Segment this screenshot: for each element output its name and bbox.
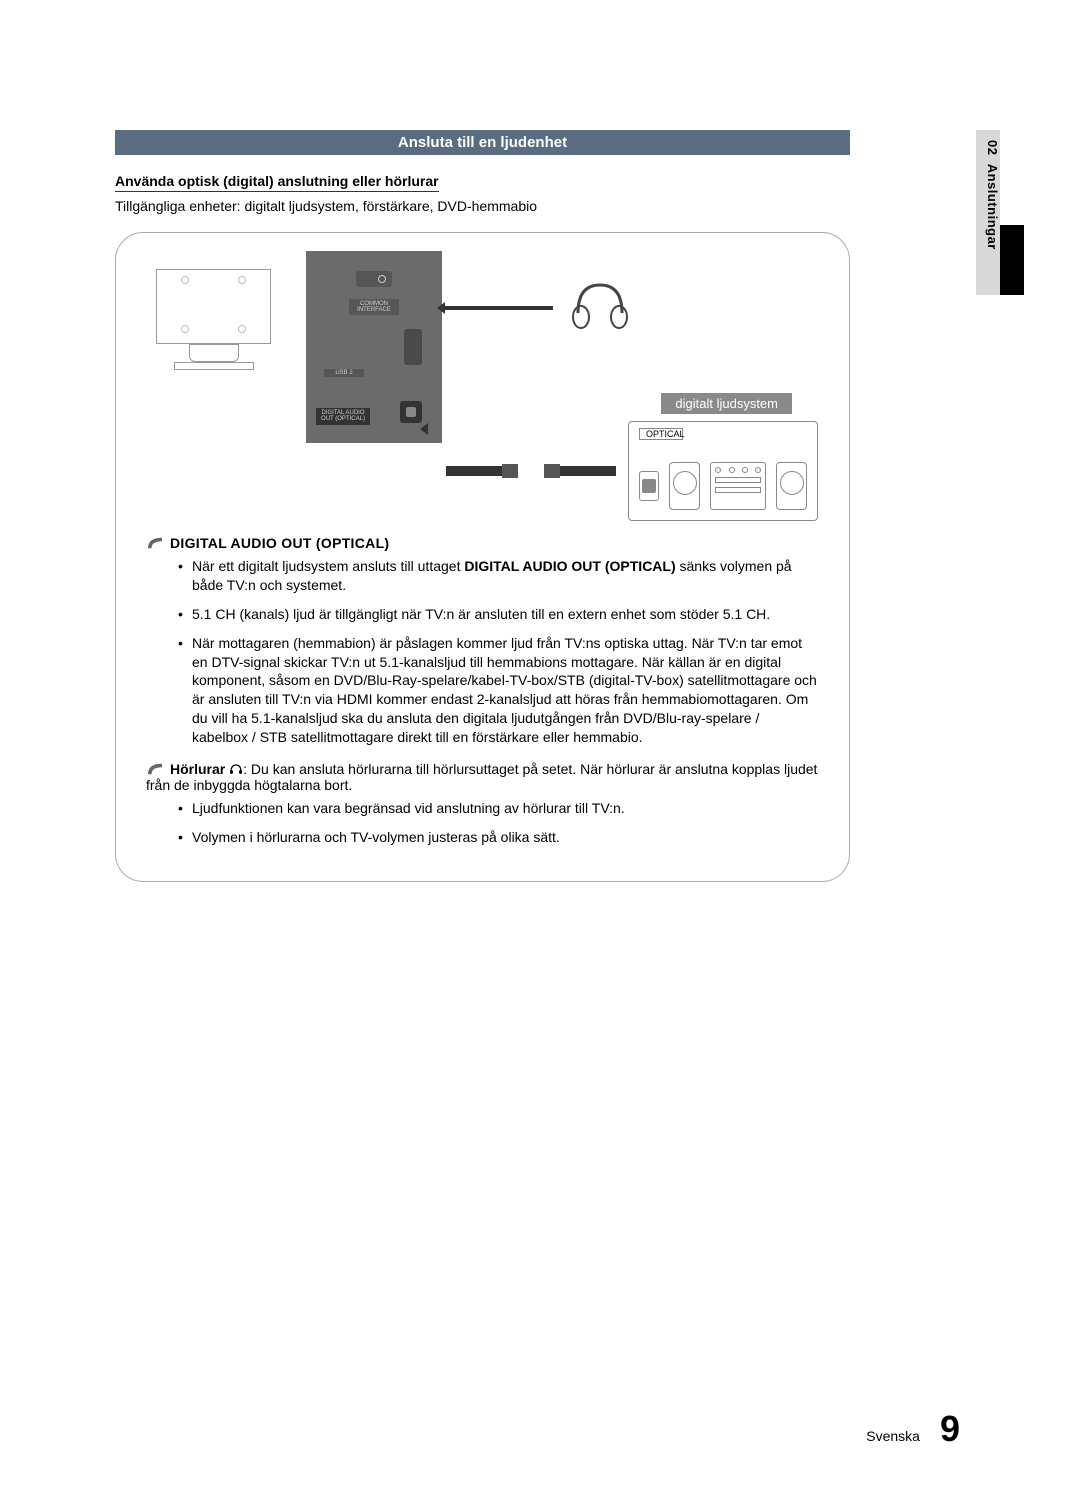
dao-bullet-3: När mottagaren (hemmabion) är påslagen k… [178,634,819,747]
note-hp-desc: : Du kan ansluta hörlurarna till hörlurs… [146,761,817,793]
side-tab-marker [1000,225,1024,295]
speaker-left-icon [669,462,700,510]
note-icon [146,762,164,776]
section-header: Ansluta till en ljudenhet [115,130,850,155]
note-hp: Hörlurar : Du kan ansluta hörlurarna til… [146,761,819,793]
side-tab-text: 02 Anslutningar [976,140,1000,250]
dao-bullet-1: När ett digitalt ljudsystem ansluts till… [178,557,819,595]
panel-ci-slot [404,329,422,365]
panel-usb-label: USB 2 [324,369,364,377]
tv-base [174,362,254,370]
note-hp-title: Hörlurar [170,761,225,777]
available-devices: Tillgängliga enheter: digitalt ljudsyste… [115,198,990,214]
optical-port-label: OPTICAL [639,428,683,440]
note-icon [146,536,164,550]
panel-wrap: COMMON INTERFACE USB 2 DIGITAL AUDIO OUT… [306,251,442,443]
speaker-right-icon [776,462,807,510]
headphone-area [568,261,632,336]
panel-common-label: COMMON INTERFACE [349,299,399,315]
amplifier-icon [710,462,766,510]
note-dao: DIGITAL AUDIO OUT (OPTICAL) [146,535,819,551]
panel-power-icon [356,271,392,287]
panel-digital-label: DIGITAL AUDIO OUT (OPTICAL) [316,408,370,425]
panel-optical-port [400,401,422,423]
tv-stand [189,344,239,362]
footer-page-number: 9 [940,1408,960,1450]
arrow-left-icon [420,423,428,435]
tv-back-panel: COMMON INTERFACE USB 2 DIGITAL AUDIO OUT… [306,251,442,443]
chapter-name: Anslutningar [985,164,1000,250]
hp-bullet-1: Ljudfunktionen kan vara begränsad vid an… [178,799,819,818]
subtitle: Använda optisk (digital) anslutning elle… [115,173,439,192]
hp-bullets: Ljudfunktionen kan vara begränsad vid an… [146,799,819,847]
diagram-row: COMMON INTERFACE USB 2 DIGITAL AUDIO OUT… [146,251,819,443]
diagram-container: COMMON INTERFACE USB 2 DIGITAL AUDIO OUT… [115,232,850,882]
page-footer: Svenska 9 [866,1408,960,1450]
dao-bullet-2: 5.1 CH (kanals) ljud är tillgängligt när… [178,605,819,624]
headphone-cable [443,306,553,310]
chapter-number: 02 [985,140,1000,155]
optical-port-icon [639,471,659,501]
digital-system-label: digitalt ljudsystem [661,393,792,414]
hp-bullet-2: Volymen i hörlurarna och TV-volymen just… [178,828,819,847]
dao-bullets: När ett digitalt ljudsystem ansluts till… [146,557,819,747]
tv-screen [156,269,271,344]
headphones-icon [568,273,632,333]
page: 02 Anslutningar Ansluta till en ljudenhe… [0,0,1080,1494]
audio-system-box: OPTICAL [628,421,818,521]
footer-language: Svenska [866,1428,920,1444]
headphones-small-icon [229,763,243,775]
tv-illustration [146,251,281,431]
note-dao-title: DIGITAL AUDIO OUT (OPTICAL) [170,535,389,551]
